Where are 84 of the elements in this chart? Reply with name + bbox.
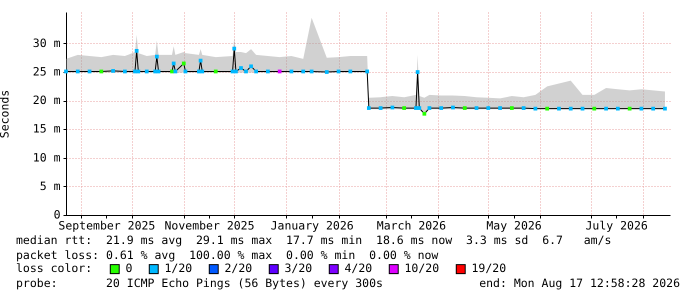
point xyxy=(214,70,218,74)
point xyxy=(534,106,538,111)
point xyxy=(154,54,159,58)
legend-label: 2/20 xyxy=(224,261,252,276)
point xyxy=(510,106,514,110)
point xyxy=(234,70,238,74)
point xyxy=(134,49,139,53)
point xyxy=(266,70,270,74)
point xyxy=(184,70,188,74)
y-tick-label: 20 m xyxy=(32,93,61,108)
point xyxy=(239,66,243,70)
point xyxy=(144,70,149,74)
x-tick-label: May 2026 xyxy=(486,218,542,232)
legend-title: loss color: xyxy=(16,261,92,275)
point xyxy=(439,106,444,110)
text: packet loss: 0.61 % avg 100.00 % max 0.00 % min 0.00 % now xyxy=(16,248,438,262)
x-tick-label: January 2026 xyxy=(270,218,354,232)
y-axis-title: Seconds xyxy=(0,90,12,138)
y-tick-label: 10 m xyxy=(32,150,61,164)
y-tick-label: 5 m xyxy=(40,178,61,193)
point xyxy=(173,70,178,74)
point xyxy=(198,58,202,62)
point xyxy=(348,70,352,74)
y-tick-label: 30 m xyxy=(32,36,61,50)
y-tick-label: 0 xyxy=(54,208,61,222)
point xyxy=(136,70,140,74)
point xyxy=(416,70,420,74)
point xyxy=(88,70,92,74)
legend-label: 0 xyxy=(126,261,132,276)
point xyxy=(414,106,418,110)
point xyxy=(451,106,455,110)
point xyxy=(557,106,561,111)
point xyxy=(182,62,186,66)
point xyxy=(663,106,667,111)
point xyxy=(99,70,104,74)
point xyxy=(290,70,294,74)
point xyxy=(123,70,127,74)
text: probe: 20 ICMP Echo Pings (56 Bytes) every 300s xyxy=(16,276,383,290)
point xyxy=(365,70,370,74)
x-tick-label: July 2026 xyxy=(586,218,648,232)
legend-label: 10/20 xyxy=(404,261,440,276)
point xyxy=(462,106,467,110)
legend-label: 4/20 xyxy=(344,261,372,276)
legend-label: 1/20 xyxy=(164,261,192,276)
point xyxy=(156,70,160,74)
point xyxy=(498,106,502,110)
legend-label: 19/20 xyxy=(472,261,506,276)
point xyxy=(249,64,253,68)
point xyxy=(76,70,80,74)
point xyxy=(200,70,204,74)
point xyxy=(230,70,234,74)
y-tick-label: 25 m xyxy=(32,64,61,79)
legend-label: 3/20 xyxy=(284,261,312,276)
point xyxy=(580,106,584,111)
point xyxy=(133,70,137,74)
point xyxy=(336,70,340,74)
x-tick-label: March 2026 xyxy=(376,218,446,232)
point xyxy=(172,62,176,66)
point xyxy=(366,106,371,110)
point xyxy=(604,106,608,111)
point xyxy=(522,106,526,110)
point xyxy=(402,106,406,110)
point xyxy=(428,106,432,110)
point xyxy=(390,106,394,110)
point xyxy=(310,70,314,74)
point xyxy=(232,46,236,50)
point xyxy=(197,70,201,74)
point xyxy=(486,106,490,110)
point xyxy=(474,106,478,110)
text: end: Mon Aug 17 12:58:28 2026 xyxy=(479,276,680,290)
point xyxy=(417,106,422,110)
point xyxy=(244,70,248,74)
x-tick-label: September 2025 xyxy=(58,218,156,232)
point xyxy=(278,70,282,74)
point xyxy=(301,70,306,74)
point xyxy=(324,70,329,74)
y-tick-label: 15 m xyxy=(32,122,61,136)
point xyxy=(111,69,115,73)
text: median rtt: 21.9 ms avg 29.1 ms max 17.7 ms min 18.6 ms now 3.3 ms sd 6.7 am/s xyxy=(16,233,612,247)
point xyxy=(378,106,382,110)
x-tick-label: November 2025 xyxy=(164,218,255,232)
point xyxy=(170,70,174,74)
point xyxy=(640,106,644,111)
point xyxy=(254,70,258,74)
